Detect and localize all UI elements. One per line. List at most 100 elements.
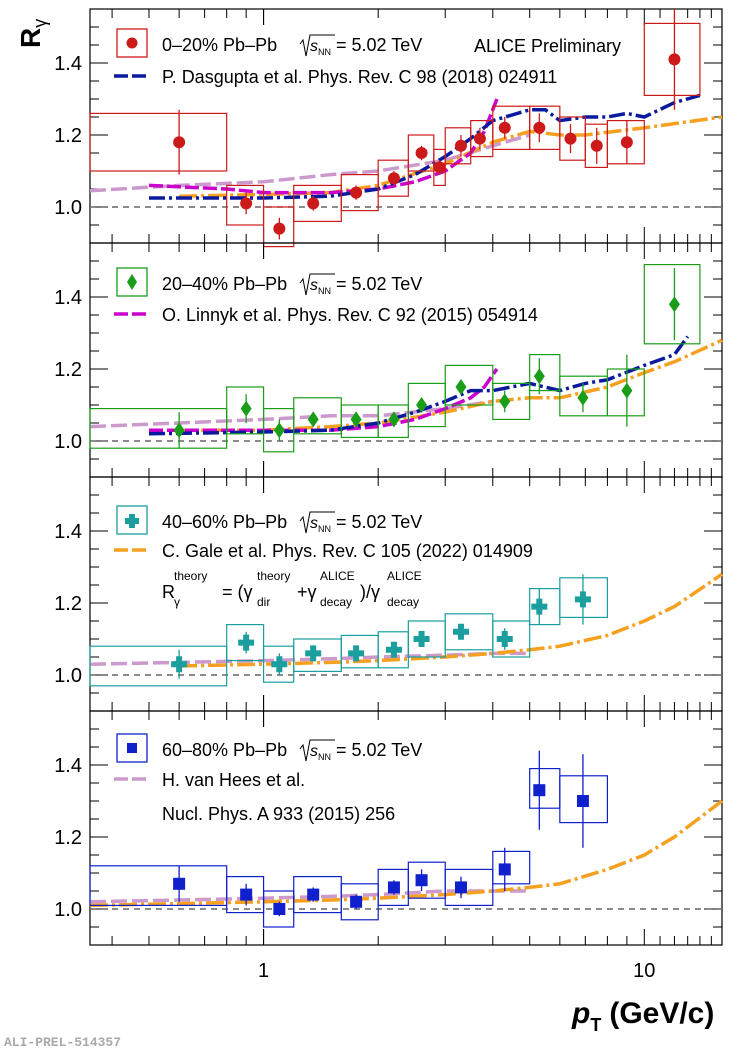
svg-text:s: s bbox=[310, 38, 318, 55]
model-curve-dasgupta bbox=[148, 335, 690, 436]
x-axis-label-sub: T bbox=[590, 1015, 601, 1035]
svg-text:NN: NN bbox=[318, 47, 331, 57]
legend-box-marker-3 bbox=[116, 505, 148, 535]
data-point bbox=[350, 186, 363, 199]
svg-text:R: R bbox=[162, 582, 175, 602]
legend-panel-1: 0–20% Pb–Pb s NN = 5.02 TeV P. Dasgupta … bbox=[114, 28, 557, 87]
sys-box bbox=[559, 577, 608, 618]
panel-frame bbox=[89, 710, 723, 946]
svg-text:NN: NN bbox=[318, 524, 331, 534]
x-axis-label-unit: (GeV/c) bbox=[609, 997, 714, 1030]
model-curve-vanhees bbox=[89, 133, 531, 193]
sys-box bbox=[643, 264, 701, 345]
svg-text:= (γ: = (γ bbox=[222, 582, 253, 602]
data-point bbox=[533, 784, 546, 797]
svg-text:dir: dir bbox=[257, 595, 270, 609]
data-point bbox=[271, 656, 288, 673]
sys-box bbox=[89, 645, 228, 687]
svg-text:+γ: +γ bbox=[297, 582, 317, 602]
sys-box bbox=[89, 112, 228, 172]
data-point bbox=[499, 393, 511, 410]
data-point bbox=[413, 631, 430, 647]
data-point bbox=[173, 136, 186, 149]
data-point bbox=[576, 795, 589, 807]
panel-3: 1.0 1.2 1.4 bbox=[54, 476, 723, 712]
svg-text:decay: decay bbox=[387, 595, 419, 609]
data-point bbox=[415, 874, 428, 887]
model-curve-gale bbox=[179, 572, 723, 668]
y-axis-label-main: R bbox=[15, 28, 46, 48]
data-point bbox=[173, 422, 185, 439]
data-point bbox=[388, 411, 400, 428]
data-point bbox=[621, 382, 633, 399]
data-point bbox=[620, 136, 633, 149]
model-curve-gale bbox=[89, 799, 724, 908]
svg-text:NN: NN bbox=[318, 286, 331, 296]
alice-preliminary-label: ALICE Preliminary bbox=[474, 36, 621, 56]
legend-energy-label-2: = 5.02 TeV bbox=[336, 274, 422, 294]
legend-marker-cross bbox=[125, 514, 139, 528]
svg-text:theory: theory bbox=[174, 569, 207, 583]
data-point bbox=[350, 895, 363, 908]
legend-panel-2: 20–40% Pb–Pb s NN = 5.02 TeV O. Linnyk e… bbox=[114, 267, 538, 325]
y-tick-label: 1.4 bbox=[54, 53, 82, 75]
x-axis-label: pT (GeV/c) bbox=[571, 997, 714, 1035]
y-tick-label: 1.0 bbox=[54, 665, 82, 687]
sys-box bbox=[89, 408, 228, 449]
data-point bbox=[574, 591, 591, 608]
data-point bbox=[473, 132, 486, 145]
svg-text:)/γ: )/γ bbox=[360, 582, 380, 602]
sys-box bbox=[492, 382, 531, 420]
data-point bbox=[307, 411, 319, 428]
sys-box bbox=[643, 22, 701, 96]
svg-text:NN: NN bbox=[318, 752, 331, 762]
data-point bbox=[455, 379, 467, 395]
y-tick-label: 1.4 bbox=[54, 755, 82, 777]
sys-box bbox=[444, 613, 494, 651]
data-point bbox=[498, 121, 511, 134]
data-point bbox=[240, 197, 253, 210]
legend-box-marker-2 bbox=[116, 267, 148, 297]
x-tick-label: 10 bbox=[633, 960, 655, 982]
panel-1: 1.0 1.2 1.4 bbox=[54, 8, 723, 248]
legend-energy-label-4: = 5.02 TeV bbox=[336, 740, 422, 760]
data-point bbox=[273, 222, 286, 235]
y-tick-label: 1.0 bbox=[54, 431, 82, 453]
data-point bbox=[454, 139, 467, 152]
svg-text:γ: γ bbox=[174, 595, 180, 609]
svg-text:theory: theory bbox=[257, 569, 290, 583]
data-point bbox=[273, 422, 285, 439]
data-point bbox=[668, 296, 680, 313]
model-curve-vanhees bbox=[89, 889, 530, 904]
legend-marker-diamond bbox=[127, 274, 137, 290]
legend-data-label-2: 20–40% Pb–Pb bbox=[162, 274, 287, 294]
model-curve-gale bbox=[179, 338, 723, 432]
sys-box bbox=[492, 620, 531, 658]
x-tick-label: 1 bbox=[258, 960, 269, 982]
data-point bbox=[531, 598, 548, 615]
data-point bbox=[496, 631, 513, 647]
x-axis-label-var: p bbox=[571, 997, 590, 1030]
data-point bbox=[240, 400, 252, 417]
r-theory-formula: R theory γ = (γ theory dir +γ ALICE deca… bbox=[162, 569, 422, 609]
legend-panel-3: 40–60% Pb–Pb s NN = 5.02 TeV C. Gale et … bbox=[114, 505, 533, 609]
sqrt-snn-4: s NN bbox=[299, 739, 335, 762]
data-point bbox=[416, 397, 428, 413]
y-axis-label-sub: γ bbox=[30, 19, 50, 28]
svg-text:s: s bbox=[310, 743, 318, 760]
data-point bbox=[238, 634, 255, 651]
legend-model-label-1: P. Dasgupta et al. Phys. Rev. C 98 (2018… bbox=[162, 67, 557, 87]
data-point bbox=[387, 881, 400, 894]
data-point bbox=[533, 368, 545, 385]
data-point bbox=[668, 53, 681, 66]
y-tick-label: 1.2 bbox=[54, 359, 82, 381]
sqrt-snn-2: s NN bbox=[299, 273, 335, 296]
sys-box bbox=[529, 354, 561, 392]
legend-model-label-3: C. Gale et al. Phys. Rev. C 105 (2022) 0… bbox=[162, 541, 533, 561]
sqrt-snn-3: s NN bbox=[299, 511, 335, 534]
sqrt-snn-1: s NN bbox=[299, 34, 335, 57]
footer-id: ALI-PREL-514357 bbox=[4, 1035, 121, 1050]
panels-layer: 1.0 1.2 1.4 1.0 1.2 1.4 1.0 1.2 1.4 1.0 1.2 1.4 1 10 bbox=[54, 8, 724, 982]
y-axis-label: Rγ bbox=[15, 19, 50, 48]
